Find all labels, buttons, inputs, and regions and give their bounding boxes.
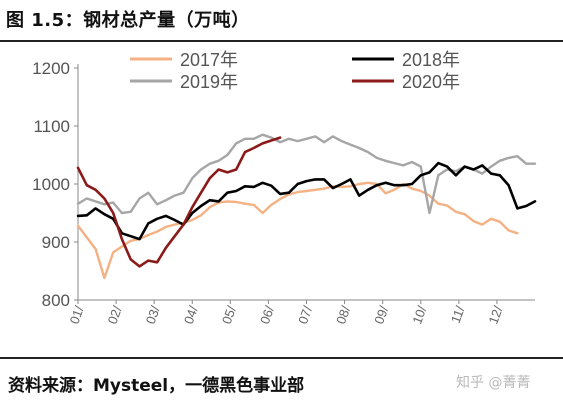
x-tick-label: 07/ [295,304,315,326]
y-tick-label: 900 [42,233,70,252]
x-tick-label: 02/ [105,304,125,326]
series-line-2018年 [76,161,537,241]
x-tick-label: 12/ [485,304,505,326]
watermark: 知乎 @菁菁 [456,375,531,391]
x-tick-label: 10/ [409,304,429,326]
line-chart: 2017年 2018年 2019年 2020年 800 900 1000 1100 1200 0… [32,50,537,326]
x-tick-label: 04/ [181,304,201,326]
series-line-2017年 [76,181,519,280]
x-tick-label: 05/ [219,304,239,326]
chart-axes: 800 900 1000 1100 1200 01/02/03/04/05/06/07/0… [32,59,535,326]
bottom-rule [0,357,563,359]
x-tick-label: 01/ [67,304,87,326]
figure-title: 图 1.5：钢材总产量（万吨） [6,10,250,31]
x-tick-label: 06/ [257,304,277,326]
legend-label: 2017年 [180,50,238,70]
legend: 2017年 2018年 2019年 2020年 [130,50,460,92]
series-line-2020年 [76,136,282,268]
y-tick-label: 1000 [32,175,70,194]
y-tick-label: 1100 [33,117,70,136]
legend-label: 2020年 [402,72,460,92]
legend-label: 2018年 [402,50,460,70]
y-tick-label: 1200 [32,59,70,78]
x-tick-label: 08/ [333,304,353,326]
y-tick-label: 800 [42,291,70,310]
x-tick-label: 09/ [371,304,391,326]
series-line-2019年 [76,133,537,215]
top-rule [0,40,563,42]
legend-label: 2019年 [180,72,238,92]
source-note: 资料来源：Mysteel，一德黑色事业部 [8,376,305,396]
x-tick-label: 11/ [448,304,468,326]
series-group [76,133,537,280]
x-tick-label: 03/ [143,304,163,326]
